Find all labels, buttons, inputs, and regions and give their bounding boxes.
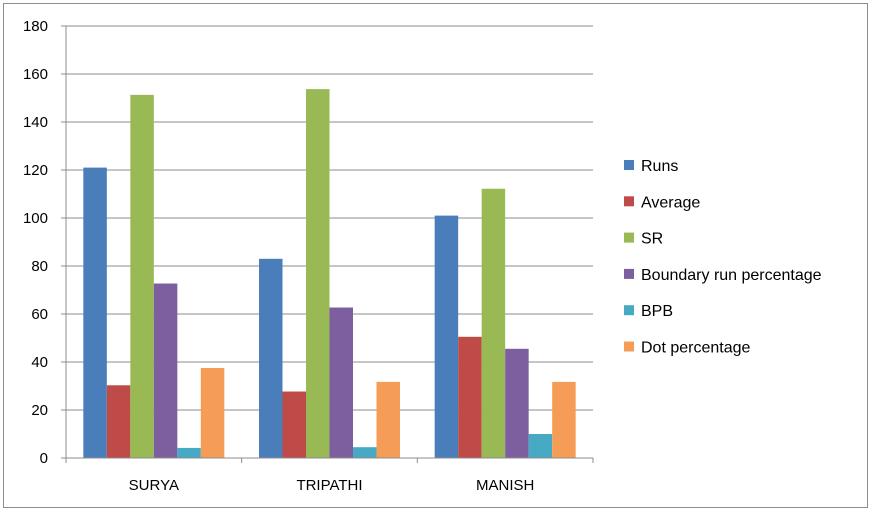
bar-boundary-run-percentage-tripathi <box>329 307 353 458</box>
legend-swatch <box>624 232 634 243</box>
y-tick-label: 180 <box>23 18 48 35</box>
legend-label: Boundary run percentage <box>641 267 822 284</box>
y-tick-label: 160 <box>23 66 48 83</box>
legend-label: BPB <box>641 303 673 320</box>
bar-runs-manish <box>434 215 459 458</box>
bar-bpb-tripathi <box>353 447 377 458</box>
legend-swatch <box>624 341 634 352</box>
bar-boundary-run-percentage-surya <box>153 283 178 458</box>
legend-label: SR <box>641 231 663 248</box>
bar-sr-surya <box>130 94 154 458</box>
bar-sr-tripathi <box>306 89 330 459</box>
y-tick-label: 20 <box>31 402 48 419</box>
y-tick-label: 100 <box>23 210 48 227</box>
y-tick-label: 40 <box>31 354 48 371</box>
bar-dot-percentage-surya <box>200 368 225 458</box>
y-tick-label: 140 <box>23 114 48 131</box>
x-category-label: MANISH <box>476 477 534 494</box>
bar-runs-surya <box>83 167 107 458</box>
bar-sr-manish <box>481 188 506 458</box>
y-tick-label: 120 <box>23 162 48 179</box>
legend-swatch <box>624 160 634 170</box>
bar-average-surya <box>106 385 131 458</box>
bar-average-manish <box>458 336 482 458</box>
x-category-label: TRIPATHI <box>296 477 362 494</box>
legend-label: Dot percentage <box>641 340 751 357</box>
bar-average-tripathi <box>282 391 306 458</box>
bar-bpb-manish <box>528 434 553 458</box>
y-tick-label: 60 <box>31 306 48 323</box>
bar-dot-percentage-manish <box>552 381 576 458</box>
y-tick-label: 80 <box>31 258 48 275</box>
legend-label: Runs <box>641 158 678 175</box>
legend-swatch <box>624 196 634 207</box>
legend-swatch <box>624 305 634 316</box>
bar-bpb-surya <box>177 447 201 458</box>
legend-swatch <box>624 268 634 279</box>
legend-label: Average <box>641 194 700 211</box>
x-category-label: SURYA <box>129 477 179 494</box>
y-tick-label: 0 <box>40 450 48 467</box>
bar-dot-percentage-tripathi <box>376 381 400 458</box>
bar-runs-tripathi <box>259 258 283 458</box>
bar-boundary-run-percentage-manish <box>505 348 529 458</box>
